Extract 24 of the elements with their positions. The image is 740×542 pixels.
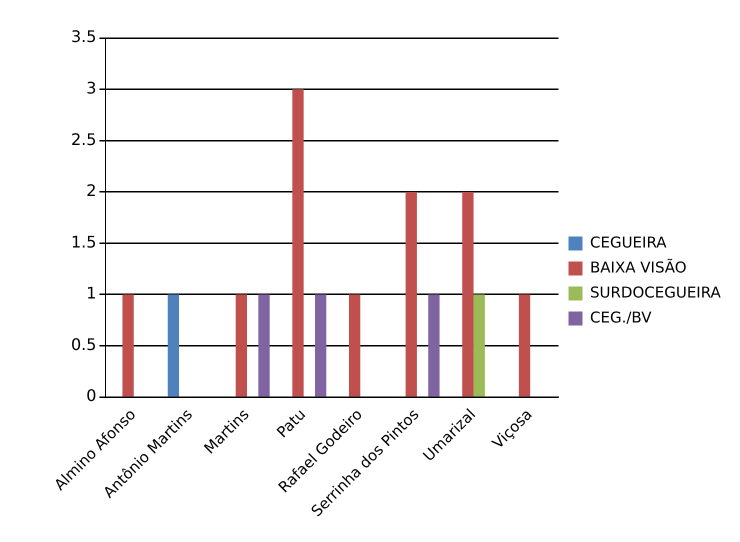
bar [122,294,134,396]
bar [236,294,248,396]
bar [292,89,304,396]
bar [258,294,270,396]
bar [474,294,485,396]
y-tick-label: 3.5 [70,27,96,46]
legend-label: BAIXA VISÃO [590,258,687,276]
y-tick-label: 1.5 [70,232,96,252]
legend-label: CEG./BV [590,308,652,326]
bar [518,294,530,396]
legend-label: SURDOCEGUEIRA [590,283,722,302]
bar [348,294,360,396]
bar [428,294,440,396]
legend-label: CEGUEIRA [590,233,668,252]
bar [406,192,417,396]
y-tick-label: 2 [86,181,96,200]
y-tick-label: 0.5 [70,334,96,354]
bar [314,294,326,396]
y-tick-label: 2.5 [70,130,96,149]
y-tick-label: 1 [86,284,96,303]
bar [462,192,474,396]
y-tick-label: 3 [86,78,96,98]
y-tick-label: 0 [86,386,96,406]
bar [168,294,180,396]
